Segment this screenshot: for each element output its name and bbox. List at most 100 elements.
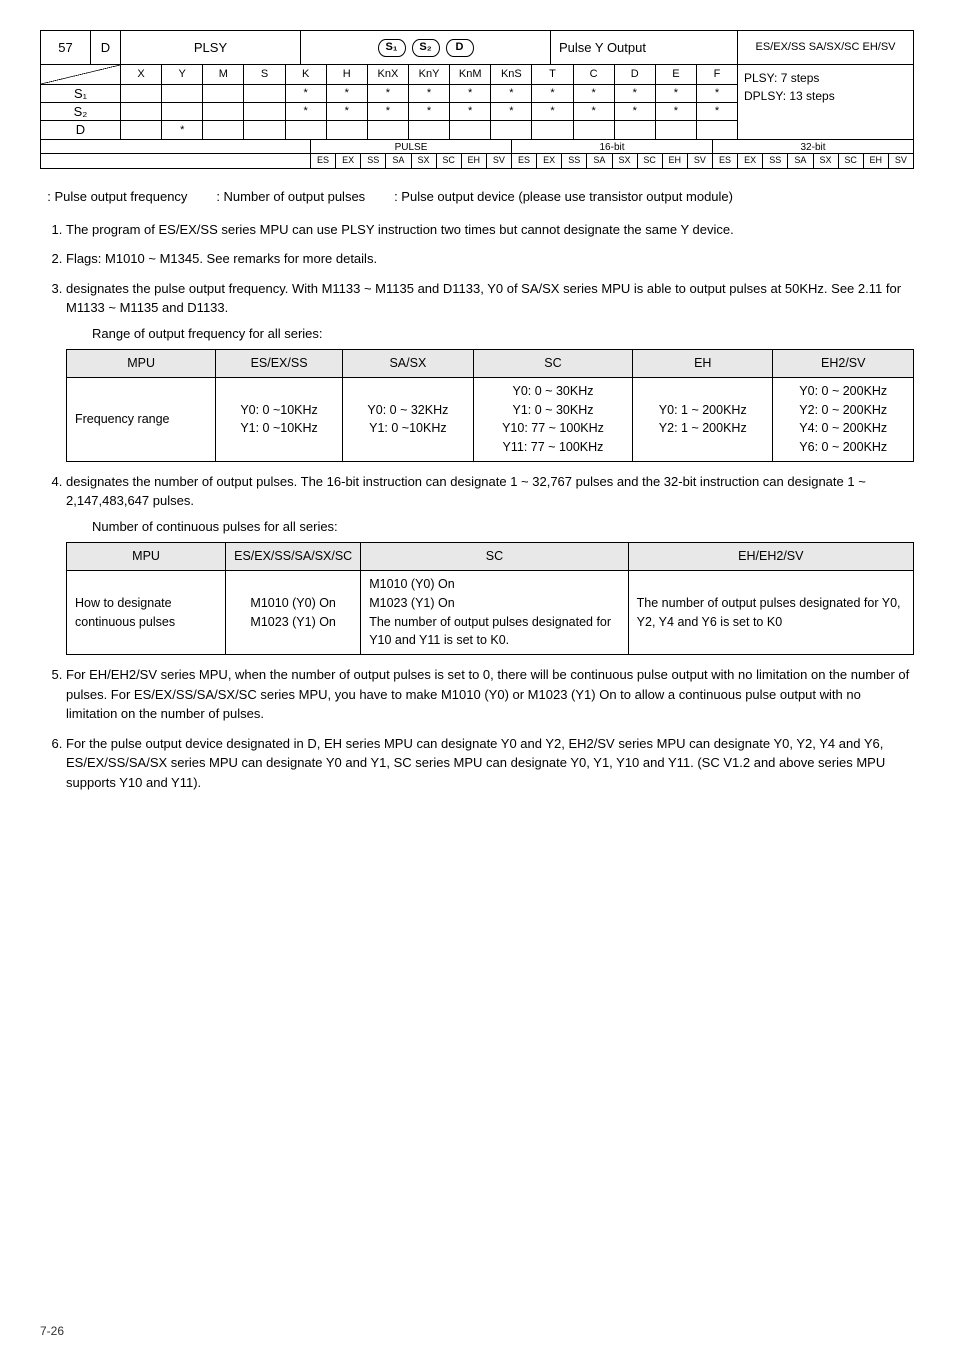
applic-cell: * xyxy=(491,103,532,120)
series-code: EH xyxy=(663,154,688,168)
applic-header-cell: X xyxy=(121,65,162,84)
th: ES/EX/SS xyxy=(216,350,343,378)
program-support: ES/EX/SS SA/SX/SC EH/SV xyxy=(738,31,913,64)
applic-cell xyxy=(368,121,409,139)
applic-row-s2: S₂ xyxy=(41,103,120,121)
series-code: SA xyxy=(386,154,411,168)
pulses-table: MPU ES/EX/SS/SA/SX/SC SC EH/EH2/SV How t… xyxy=(66,542,914,655)
applic-cell xyxy=(121,121,162,139)
applic-cell xyxy=(574,121,615,139)
mnemonic: PLSY xyxy=(121,31,301,64)
applic-cell: * xyxy=(656,85,697,102)
applic-header-cell: KnY xyxy=(409,65,450,84)
applic-cell xyxy=(121,103,162,120)
applic-steps: PLSY: 7 steps DPLSY: 13 steps xyxy=(738,65,913,139)
th: SA/SX xyxy=(342,350,473,378)
td: Y0: 0 ~10KHz Y1: 0 ~10KHz xyxy=(216,377,343,461)
applic-data-row: *********** xyxy=(121,85,737,103)
series-code: EX xyxy=(537,154,562,168)
list-item-text: designates the number of output pulses. … xyxy=(66,474,866,509)
td: M1010 (Y0) On M1023 (Y1) On The number o… xyxy=(361,571,628,655)
applic-header-cell: Y xyxy=(162,65,203,84)
frequency-table: MPU ES/EX/SS SA/SX SC EH EH2/SV Frequenc… xyxy=(66,349,914,462)
range-caption: Range of output frequency for all series… xyxy=(92,324,914,344)
td: Y0: 0 ~ 32KHz Y1: 0 ~10KHz xyxy=(342,377,473,461)
applic-header-cell: KnX xyxy=(368,65,409,84)
list-item: designates the number of output pulses. … xyxy=(66,472,914,655)
operand-ovals: S₁ S₂ D xyxy=(301,31,551,64)
applic-cell: * xyxy=(450,103,491,120)
series-code: SS xyxy=(763,154,788,168)
applic-header-cell: S xyxy=(244,65,285,84)
applic-cell: * xyxy=(327,85,368,102)
applic-cell: * xyxy=(615,85,656,102)
applic-corner xyxy=(41,65,120,85)
applic-cell xyxy=(203,121,244,139)
table-row: How to designate continuous pulses M1010… xyxy=(67,571,914,655)
td: Y0: 1 ~ 200KHz Y2: 1 ~ 200KHz xyxy=(633,377,773,461)
applic-cell xyxy=(121,85,162,102)
list-item: For EH/EH2/SV series MPU, when the numbe… xyxy=(66,665,914,724)
applic-data-row: *********** xyxy=(121,103,737,121)
page-number: 7-26 xyxy=(40,1322,64,1340)
applic-row-s1: S₁ xyxy=(41,85,120,103)
applic-cell xyxy=(286,121,327,139)
list-item-text: designates the pulse output frequency. W… xyxy=(66,281,901,316)
applic-header-row: XYMSKHKnXKnYKnMKnSTCDEF xyxy=(121,65,737,85)
applic-cell: * xyxy=(450,85,491,102)
applic-header-cell: KnM xyxy=(450,65,491,84)
applic-mid: XYMSKHKnXKnYKnMKnSTCDEF *********** ****… xyxy=(121,65,738,139)
applic-header-cell: F xyxy=(697,65,737,84)
series-code: ES xyxy=(713,154,738,168)
series-code: ES xyxy=(311,154,336,168)
applic-cell: * xyxy=(409,85,450,102)
applic-cell: * xyxy=(409,103,450,120)
pulses-caption: Number of continuous pulses for all seri… xyxy=(92,517,914,537)
td-label: How to designate continuous pulses xyxy=(67,571,226,655)
applic-cell: * xyxy=(368,103,409,120)
applic-cell: * xyxy=(286,103,327,120)
table-row: Frequency range Y0: 0 ~10KHz Y1: 0 ~10KH… xyxy=(67,377,914,461)
applic-cell: * xyxy=(615,103,656,120)
list-item: The program of ES/EX/SS series MPU can u… xyxy=(66,220,914,240)
list-item: For the pulse output device designated i… xyxy=(66,734,914,793)
th: ES/EX/SS/SA/SX/SC xyxy=(226,543,361,571)
series-code: SA xyxy=(587,154,612,168)
applic-cell xyxy=(615,121,656,139)
series-code: SS xyxy=(562,154,587,168)
operand-s2: S₂ xyxy=(412,39,440,57)
instruction-main-row: 57 D PLSY S₁ S₂ D Pulse Y Output ES/EX/S… xyxy=(41,31,913,65)
function-desc: Pulse Y Output xyxy=(551,31,738,64)
applic-header-cell: C xyxy=(574,65,615,84)
th: MPU xyxy=(67,350,216,378)
applic-cell: * xyxy=(286,85,327,102)
applic-cell xyxy=(450,121,491,139)
series-code: SC xyxy=(638,154,663,168)
applic-header-cell: KnS xyxy=(491,65,532,84)
applic-cell xyxy=(409,121,450,139)
applic-cell: * xyxy=(656,103,697,120)
series-code: SC xyxy=(839,154,864,168)
series-code: EH xyxy=(864,154,889,168)
applic-data-row: * xyxy=(121,121,737,139)
th: SC xyxy=(473,350,632,378)
applic-cell: * xyxy=(327,103,368,120)
applicability-grid: S₁ S₂ D XYMSKHKnXKnYKnMKnSTCDEF ********… xyxy=(41,65,913,140)
table-header-row: MPU ES/EX/SS SA/SX SC EH EH2/SV xyxy=(67,350,914,378)
applic-cell: * xyxy=(697,103,737,120)
th: EH/EH2/SV xyxy=(628,543,913,571)
d-flag: D xyxy=(91,31,121,64)
applic-cell: * xyxy=(697,85,737,102)
applic-cell: * xyxy=(574,103,615,120)
series-code: SX xyxy=(814,154,839,168)
applic-cell xyxy=(244,85,285,102)
instruction-header: 57 D PLSY S₁ S₂ D Pulse Y Output ES/EX/S… xyxy=(40,30,914,169)
applic-left: S₁ S₂ D xyxy=(41,65,121,139)
applic-cell xyxy=(244,103,285,120)
series-code: EH xyxy=(462,154,487,168)
applic-cell: * xyxy=(532,85,573,102)
td-label: Frequency range xyxy=(67,377,216,461)
series-codes-row: ESEXSSSASXSCEHSVESEXSSSASXSCEHSVESEXSSSA… xyxy=(41,154,913,168)
applic-header-cell: M xyxy=(203,65,244,84)
applic-cell xyxy=(162,103,203,120)
